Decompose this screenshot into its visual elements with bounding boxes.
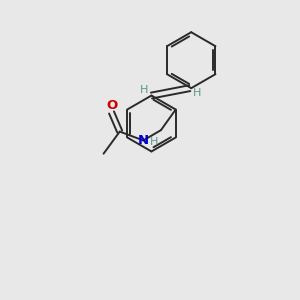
Text: N: N	[138, 134, 149, 147]
Text: H: H	[150, 137, 159, 147]
Text: H: H	[193, 88, 201, 98]
Text: H: H	[140, 85, 148, 95]
Text: O: O	[106, 100, 117, 112]
